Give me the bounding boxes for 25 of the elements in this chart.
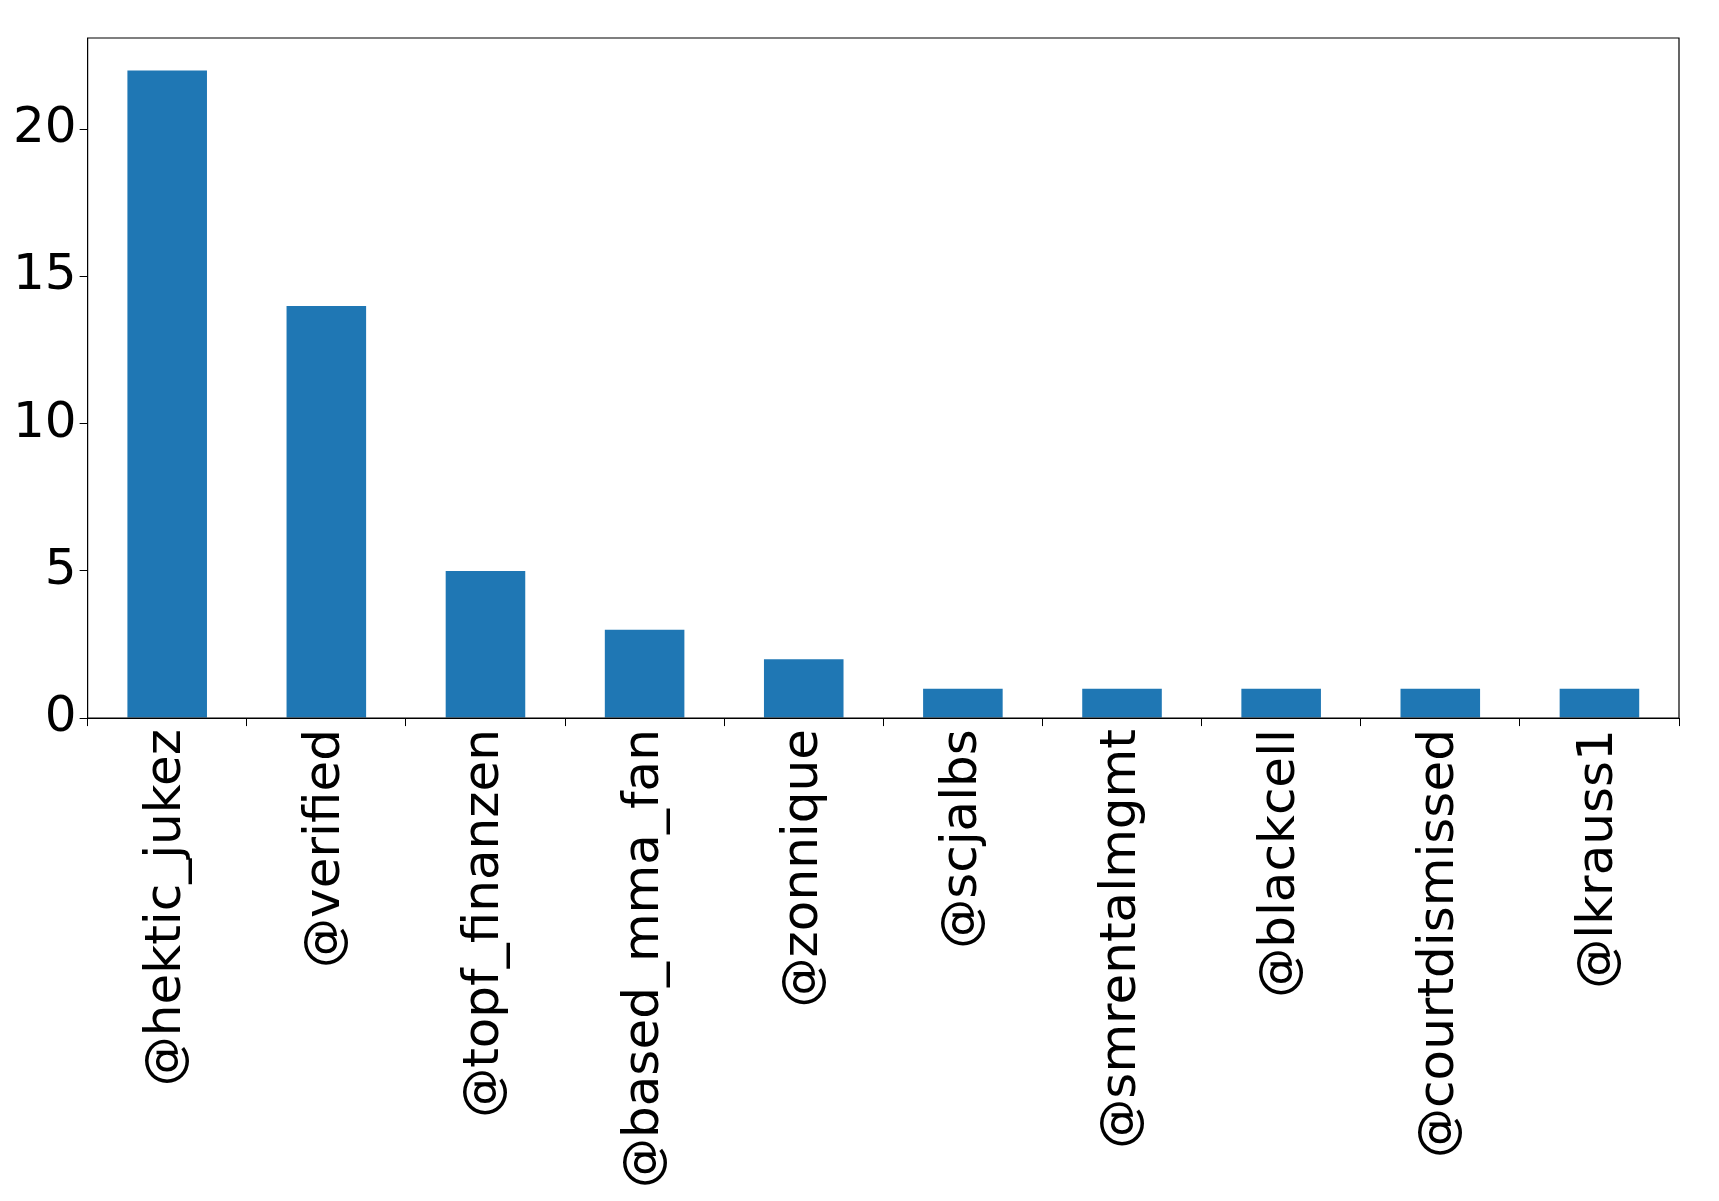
x-tick-label: @scjalbs xyxy=(929,729,988,949)
y-tick-label: 0 xyxy=(44,685,77,744)
y-tick-label: 20 xyxy=(13,96,77,155)
x-tick-label: @hektic_jukez xyxy=(134,729,193,1087)
bar xyxy=(127,70,207,718)
bar xyxy=(1559,688,1640,718)
bar xyxy=(286,305,367,718)
x-tick-label: @zonnique xyxy=(770,729,829,1008)
x-tick-label: @topf_finanzen xyxy=(452,729,511,1118)
x-tick-label: @smrentalmgmt xyxy=(1089,729,1147,1149)
x-tick-label: @blackcell xyxy=(1248,729,1307,998)
x-tick-label: @based_mma_fan xyxy=(611,729,670,1189)
y-tick-label: 15 xyxy=(13,243,77,302)
bar xyxy=(923,688,1003,718)
y-tick-label: 5 xyxy=(44,537,77,596)
x-tick-label: @lkrauss1 xyxy=(1566,729,1625,989)
y-tick-label: 10 xyxy=(13,390,77,449)
bar xyxy=(763,659,844,718)
x-tick-label: @verified xyxy=(293,729,352,968)
x-tick-label: @courtdismissed xyxy=(1407,729,1466,1158)
bar xyxy=(1400,688,1481,718)
bar xyxy=(1241,688,1321,718)
bar xyxy=(604,629,685,718)
bar xyxy=(445,570,526,718)
bar xyxy=(1082,688,1162,718)
